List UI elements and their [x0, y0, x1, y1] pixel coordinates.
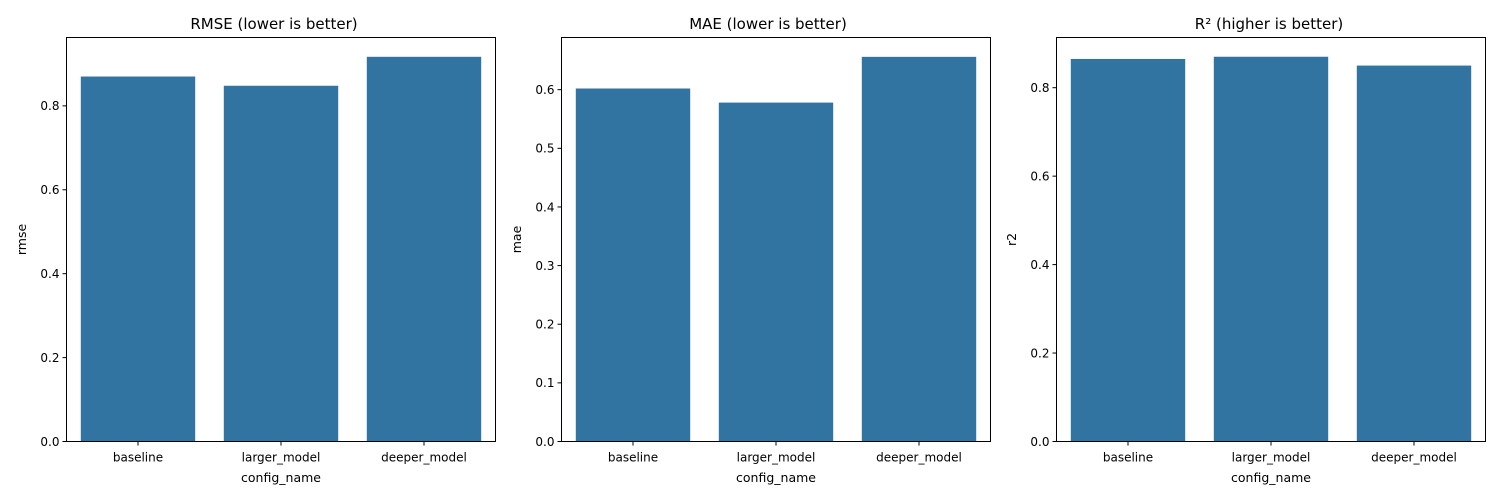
- y-tick-label: 0.2: [1030, 346, 1049, 360]
- bar-baseline: [1070, 58, 1186, 442]
- y-tick-label: 0.3: [535, 259, 554, 273]
- y-axis-label: rmse: [14, 224, 29, 256]
- x-tick-label: deeper_model: [1371, 451, 1457, 465]
- x-axis-label: config_name: [241, 470, 321, 485]
- y-tick-label: 0.6: [535, 83, 554, 97]
- y-tick-label: 0.6: [40, 183, 59, 197]
- chart-title: R² (higher is better): [1195, 15, 1343, 33]
- x-tick-label: larger_model: [1232, 451, 1311, 465]
- y-tick-label: 0.8: [1030, 81, 1049, 95]
- panel-mae: MAE (lower is better) 0.0 0.1 0.2 0.3 0.4 0.5…: [509, 15, 991, 485]
- y-tick-label: 0.6: [1030, 169, 1049, 183]
- y-tick-label: 0.2: [40, 351, 59, 365]
- y-tick-label: 0.0: [535, 435, 554, 449]
- bar-deeper-model: [1356, 65, 1472, 442]
- y-tick-label: 0.1: [535, 376, 554, 390]
- x-tick-label: deeper_model: [381, 451, 467, 465]
- x-tick-label: larger_model: [737, 451, 816, 465]
- bars: [1070, 56, 1472, 442]
- x-tick-label: baseline: [608, 451, 658, 465]
- y-tick-label: 0.5: [535, 142, 554, 156]
- bars: [575, 56, 977, 442]
- y-tick-label: 0.2: [535, 318, 554, 332]
- y-tick-label: 0.4: [40, 267, 59, 281]
- x-axis-label: config_name: [736, 470, 816, 485]
- bar-larger-model: [718, 102, 834, 442]
- y-axis-label: r2: [1004, 233, 1019, 246]
- y-tick-label: 0.0: [1030, 435, 1049, 449]
- plot-frame: [66, 37, 496, 442]
- y-ticks: 0.0 0.2 0.4 0.6 0.8: [40, 99, 67, 449]
- bars: [80, 56, 482, 442]
- plot-frame: [1056, 37, 1486, 442]
- x-tick-label: baseline: [113, 451, 163, 465]
- y-ticks: 0.0 0.2 0.4 0.6 0.8: [1030, 81, 1057, 449]
- bar-baseline: [80, 76, 196, 442]
- plot-frame: [561, 37, 991, 442]
- y-ticks: 0.0 0.1 0.2 0.3 0.4 0.5 0.6: [535, 83, 562, 449]
- bar-deeper-model: [861, 56, 977, 442]
- panel-rmse: RMSE (lower is better) 0.0 0.2 0.4 0.6 0.8 b…: [14, 15, 496, 485]
- bar-baseline: [575, 88, 691, 442]
- y-tick-label: 0.8: [40, 99, 59, 113]
- x-tick-label: larger_model: [242, 451, 321, 465]
- x-tick-label: baseline: [1103, 451, 1153, 465]
- bar-larger-model: [223, 85, 339, 442]
- x-tick-label: deeper_model: [876, 451, 962, 465]
- y-tick-label: 0.0: [40, 435, 59, 449]
- panel-r2: R² (higher is better) 0.0 0.2 0.4 0.6 0.8 ba…: [1004, 15, 1486, 485]
- bar-deeper-model: [366, 56, 482, 442]
- x-ticks: baseline larger_model deeper_model: [1103, 441, 1457, 465]
- y-tick-label: 0.4: [535, 200, 554, 214]
- x-ticks: baseline larger_model deeper_model: [608, 441, 962, 465]
- chart-title: MAE (lower is better): [689, 15, 847, 33]
- x-axis-label: config_name: [1231, 470, 1311, 485]
- x-ticks: baseline larger_model deeper_model: [113, 441, 467, 465]
- y-tick-label: 0.4: [1030, 258, 1049, 272]
- bar-larger-model: [1213, 56, 1329, 442]
- y-axis-label: mae: [509, 225, 524, 253]
- chart-title: RMSE (lower is better): [190, 15, 357, 33]
